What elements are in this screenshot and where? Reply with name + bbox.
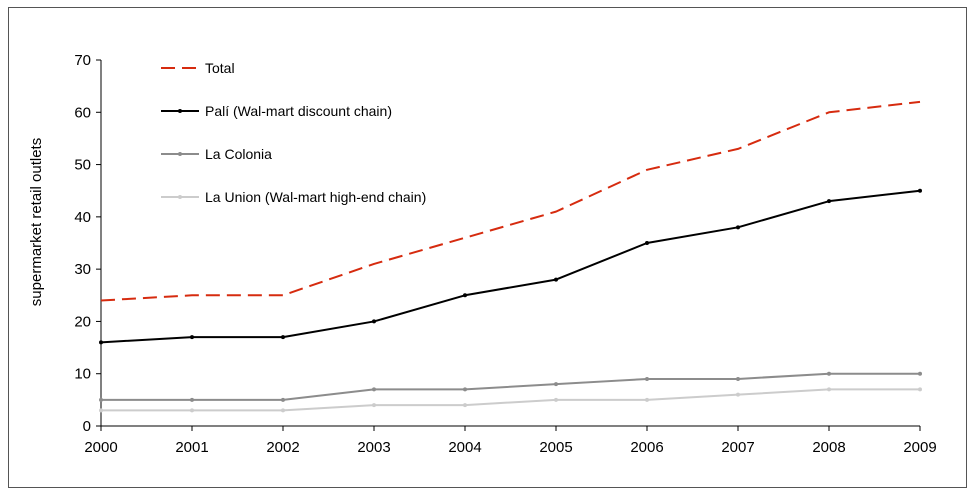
legend-marker: [178, 109, 182, 113]
data-point: [372, 387, 376, 392]
data-point: [827, 387, 831, 392]
data-point: [281, 408, 285, 413]
x-tick-label: 2005: [539, 439, 572, 456]
line-chart: 0 10 20 30 40 50 60 70 2000 2001 2002 2003 2004 2005 2…: [28, 52, 937, 456]
data-point: [190, 408, 194, 413]
data-point: [372, 319, 376, 324]
data-point: [736, 392, 740, 397]
data-point: [645, 241, 649, 245]
data-point: [736, 225, 740, 230]
data-point: [281, 335, 285, 340]
data-point: [554, 397, 558, 402]
y-tick-label: 40: [74, 209, 91, 226]
data-point: [918, 371, 922, 376]
y-tick-label: 60: [74, 104, 91, 121]
data-point: [554, 277, 558, 282]
data-point: [463, 387, 467, 392]
x-tick-label: 2003: [357, 439, 390, 456]
series-total: [100, 100, 921, 302]
x-tick-label: 2008: [812, 439, 845, 456]
data-point: [99, 340, 103, 345]
data-point: [372, 403, 376, 408]
series-layer: [99, 100, 922, 413]
x-tick-label: 2004: [448, 439, 481, 456]
legend: Total Palí (Wal-mart discount chain) La Co…: [161, 60, 426, 205]
y-tick-label: 20: [74, 313, 91, 330]
chart-frame: 0 10 20 30 40 50 60 70 2000 2001 2002 2003 2004 2005 2…: [8, 7, 967, 488]
legend-label: Palí (Wal-mart discount chain): [205, 103, 392, 119]
x-tick-label: 2007: [721, 439, 754, 456]
x-tick-label: 2002: [266, 439, 299, 456]
data-point: [554, 382, 558, 387]
data-point: [463, 403, 467, 408]
data-point: [281, 397, 285, 402]
data-point: [645, 376, 649, 381]
series-line: [101, 388, 920, 412]
data-point: [918, 188, 922, 193]
y-tick-label: 0: [83, 418, 91, 435]
legend-marker: [178, 195, 182, 199]
data-point: [99, 397, 103, 402]
legend-label: La Colonia: [205, 146, 272, 162]
x-tick-label: 2001: [175, 439, 208, 456]
series-pal-wal-mart-discount-chain: [99, 188, 922, 345]
axes: 0 10 20 30 40 50 60 70 2000 2001 2002 2003 2004 2005 2…: [74, 52, 936, 456]
x-tick-label: 2006: [630, 439, 663, 456]
series-line: [100, 189, 921, 344]
x-tick-label: 2000: [84, 439, 117, 456]
legend-label: Total: [205, 60, 235, 76]
data-point: [918, 387, 922, 392]
y-tick-label: 30: [74, 261, 91, 278]
x-tick-label: 2009: [903, 439, 936, 456]
y-tick-label: 50: [74, 157, 91, 174]
legend-marker: [178, 152, 182, 156]
y-axis-title: supermarket retail outlets: [28, 138, 45, 306]
data-point: [463, 293, 467, 298]
data-point: [190, 335, 194, 340]
data-point: [645, 397, 649, 402]
data-point: [190, 397, 194, 402]
data-point: [99, 408, 103, 413]
legend-label: La Union (Wal-mart high-end chain): [205, 189, 426, 205]
data-point: [827, 371, 831, 376]
series-line: [100, 100, 921, 302]
series-line: [101, 372, 920, 401]
y-tick-label: 10: [74, 366, 91, 383]
data-point: [827, 199, 831, 204]
y-tick-label: 70: [74, 52, 91, 69]
series-la-union-wal-mart-high-end-chain: [99, 387, 922, 413]
data-point: [736, 376, 740, 381]
series-la-colonia: [99, 371, 922, 402]
